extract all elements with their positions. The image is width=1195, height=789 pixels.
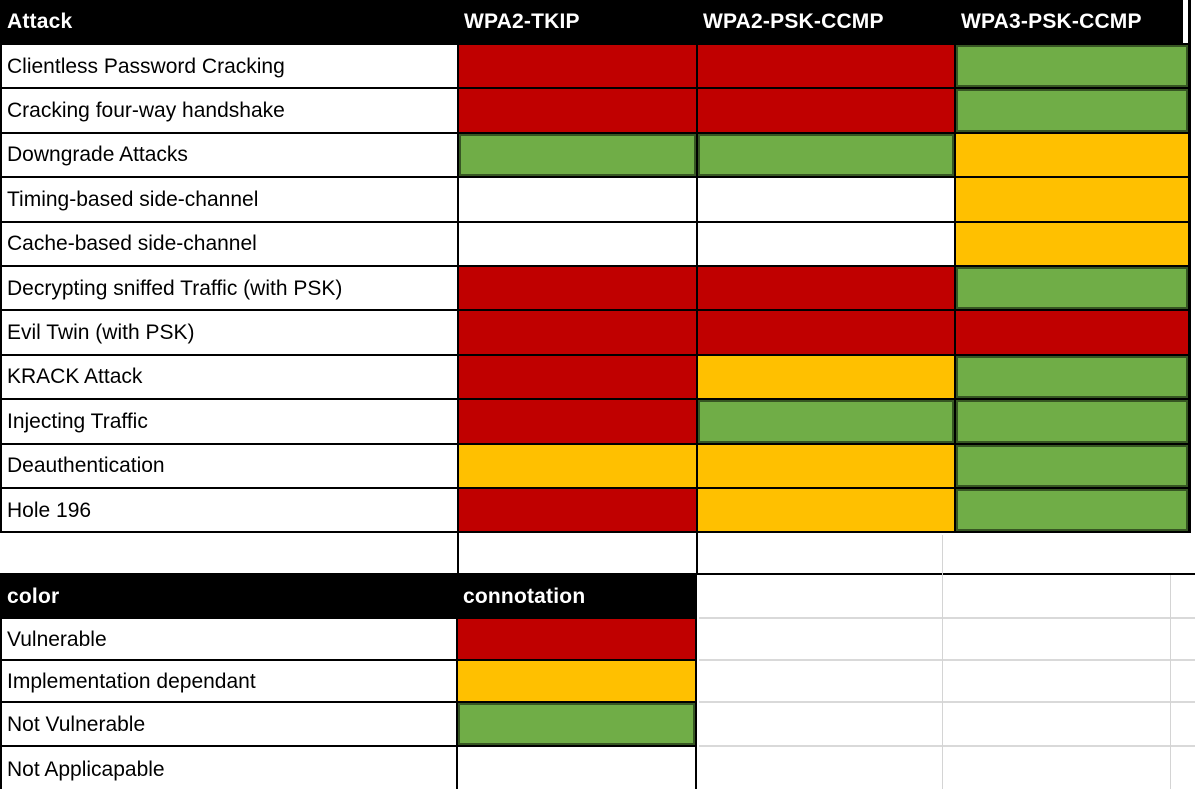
status-cell-wpa3-psk-ccmp[interactable] (956, 355, 1188, 399)
status-cell-wpa2-psk-ccmp[interactable] (698, 178, 954, 221)
attack-label[interactable]: Evil Twin (with PSK) (2, 311, 457, 354)
status-cell-wpa2-psk-ccmp[interactable] (698, 133, 954, 177)
status-cell-wpa3-psk-ccmp[interactable] (956, 311, 1188, 354)
status-cell-wpa2-psk-ccmp[interactable] (698, 355, 954, 399)
header-corner-gap (1183, 0, 1188, 43)
attack-label[interactable]: Injecting Traffic (2, 400, 457, 443)
status-cell-wpa2-psk-ccmp[interactable] (698, 89, 954, 132)
attack-label[interactable]: Cache-based side-channel (2, 222, 457, 265)
attack-label[interactable]: Decrypting sniffed Traffic (with PSK) (2, 266, 457, 310)
status-cell-wpa2-tkip[interactable] (459, 266, 696, 310)
status-cell-wpa2-tkip[interactable] (459, 488, 696, 532)
status-cell-wpa2-psk-ccmp[interactable] (698, 400, 954, 443)
status-cell-wpa3-psk-ccmp[interactable] (956, 89, 1188, 132)
sheet-gridline (1170, 575, 1171, 789)
status-cell-wpa2-tkip[interactable] (459, 355, 696, 399)
status-cell-wpa2-tkip[interactable] (459, 178, 696, 221)
attack-label[interactable]: Clientless Password Cracking (2, 45, 457, 88)
attack-label[interactable]: Hole 196 (2, 488, 457, 532)
legend-label-vulnerable[interactable]: Vulnerable (2, 619, 456, 659)
attack-label[interactable]: Deauthentication (2, 444, 457, 487)
status-cell-wpa2-psk-ccmp[interactable] (698, 444, 954, 487)
status-cell-wpa2-psk-ccmp[interactable] (698, 488, 954, 532)
legend-top-rule (0, 573, 1195, 575)
legend-label-not-vulnerable[interactable]: Not Vulnerable (2, 703, 456, 745)
legend-header-color[interactable]: color (2, 575, 456, 617)
column-divider-line (457, 533, 459, 575)
legend-label-not-applicapable[interactable]: Not Applicapable (2, 747, 456, 789)
status-cell-wpa2-tkip[interactable] (459, 444, 696, 487)
status-cell-wpa2-tkip[interactable] (459, 45, 696, 88)
legend-table: color connotation Vulnerable Implementat… (0, 575, 697, 789)
status-cell-wpa2-tkip[interactable] (459, 222, 696, 265)
attack-matrix-table: Attack WPA2-TKIP WPA2-PSK-CCMP WPA3-PSK-… (0, 0, 1191, 534)
status-cell-wpa3-psk-ccmp[interactable] (956, 488, 1188, 532)
legend-label-implementation-dependant[interactable]: Implementation dependant (2, 661, 456, 701)
status-cell-wpa2-tkip[interactable] (459, 89, 696, 132)
status-cell-wpa2-psk-ccmp[interactable] (698, 222, 954, 265)
legend-swatch-not-vulnerable[interactable] (458, 703, 695, 745)
column-header-attack[interactable]: Attack (2, 0, 457, 43)
status-cell-wpa3-psk-ccmp[interactable] (956, 45, 1188, 88)
legend-swatch-not-applicapable[interactable] (458, 747, 695, 789)
column-header-wpa2-psk-ccmp[interactable]: WPA2-PSK-CCMP (698, 0, 954, 43)
status-cell-wpa3-psk-ccmp[interactable] (956, 133, 1188, 177)
attack-label[interactable]: Timing-based side-channel (2, 178, 457, 221)
sheet-gridline (699, 745, 1195, 747)
status-cell-wpa2-psk-ccmp[interactable] (698, 266, 954, 310)
legend-header-connotation[interactable]: connotation (458, 575, 695, 617)
status-cell-wpa2-psk-ccmp[interactable] (698, 45, 954, 88)
status-cell-wpa2-psk-ccmp[interactable] (698, 311, 954, 354)
status-cell-wpa2-tkip[interactable] (459, 400, 696, 443)
attack-label[interactable]: KRACK Attack (2, 355, 457, 399)
column-divider-line (696, 533, 698, 575)
status-cell-wpa2-tkip[interactable] (459, 133, 696, 177)
sheet-gridline (942, 535, 943, 789)
column-header-wpa3-psk-ccmp[interactable]: WPA3-PSK-CCMP (956, 0, 1188, 43)
status-cell-wpa3-psk-ccmp[interactable] (956, 178, 1188, 221)
status-cell-wpa3-psk-ccmp[interactable] (956, 222, 1188, 265)
status-cell-wpa3-psk-ccmp[interactable] (956, 400, 1188, 443)
attack-label[interactable]: Downgrade Attacks (2, 133, 457, 177)
status-cell-wpa3-psk-ccmp[interactable] (956, 266, 1188, 310)
status-cell-wpa2-tkip[interactable] (459, 311, 696, 354)
legend-swatch-vulnerable[interactable] (458, 619, 695, 659)
sheet-gridline (699, 659, 1195, 661)
column-header-wpa2-tkip[interactable]: WPA2-TKIP (459, 0, 696, 43)
sheet-gridline (699, 701, 1195, 703)
attack-label[interactable]: Cracking four-way handshake (2, 89, 457, 132)
legend-swatch-implementation-dependant[interactable] (458, 661, 695, 701)
sheet-gridline (699, 617, 1195, 619)
status-cell-wpa3-psk-ccmp[interactable] (956, 444, 1188, 487)
